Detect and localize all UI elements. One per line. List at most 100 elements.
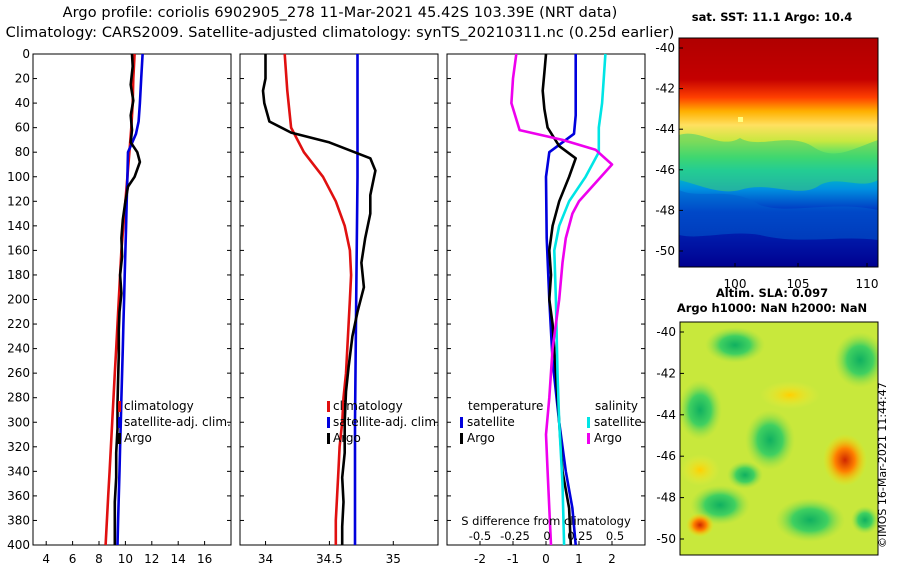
sla-map-title: Altim. SLA: 0.097: [715, 286, 829, 300]
xtick-label: 34.5: [316, 552, 343, 566]
sst-cold-band: [679, 190, 878, 240]
legend-swatch: [460, 433, 463, 444]
ytick-label: 100: [7, 170, 30, 184]
ytick-label: 40: [15, 96, 30, 110]
lat-tick-label: -48: [655, 203, 675, 217]
series-salinity-argo: [261, 54, 377, 545]
ytick-label: 300: [7, 415, 30, 429]
legend-label: satellite-adj. clim.: [333, 415, 440, 429]
lat-tick-label: -40: [655, 41, 675, 55]
legend-swatch: [327, 433, 330, 444]
legend-swatch: [587, 433, 590, 444]
xtick-label: 8: [95, 552, 103, 566]
legend-label: climatology: [124, 399, 194, 413]
lat-tick-label: -44: [655, 122, 675, 136]
xtick-label: 14: [171, 552, 186, 566]
ytick-label: 360: [7, 489, 30, 503]
lat-tick-label: -42: [656, 366, 676, 380]
legend-label: satellite: [594, 415, 642, 429]
ytick-label: 140: [7, 219, 30, 233]
legend-label: Argo: [594, 431, 622, 445]
profile-series: [104, 53, 614, 546]
legend-swatch: [587, 417, 590, 428]
legend-title-salinity: salinity: [595, 399, 638, 413]
lon-tick-label: 110: [856, 277, 879, 291]
ytick-label: 180: [7, 268, 30, 282]
secondary-xtick-label: 0.25: [567, 529, 593, 543]
legend-swatch: [118, 433, 121, 444]
xtick-label: 16: [197, 552, 212, 566]
secondary-xtick-label: 0: [543, 529, 550, 543]
series-difference-salinity-argo: [510, 53, 614, 546]
series-salinity-satellite-adj-clim-: [353, 54, 359, 545]
sst-map: -40 -42 -44 -46 -48 -50 100 105 110: [655, 37, 879, 291]
secondary-xtick-label: -0.5: [469, 529, 491, 543]
ytick-label: 280: [7, 391, 30, 405]
legend-label: satellite-adj. clim.: [124, 415, 231, 429]
xtick-label: 34: [258, 552, 273, 566]
ytick-label: 340: [7, 464, 30, 478]
lat-tick-label: -40: [656, 325, 676, 339]
legend-label: Argo: [467, 431, 495, 445]
xtick-label: -2: [474, 552, 486, 566]
figure-title-line-2: Climatology: CARS2009. Satellite-adjuste…: [5, 25, 675, 41]
lat-tick-label: -48: [656, 491, 676, 505]
lat-tick-label: -44: [656, 408, 676, 422]
legend-swatch: [118, 417, 121, 428]
xtick-label: -1: [507, 552, 519, 566]
panel-frame-difference: [446, 53, 646, 546]
xtick-label: 0: [542, 552, 550, 566]
argo-location-marker: [738, 117, 743, 122]
lat-tick-label: -46: [656, 449, 676, 463]
ytick-label: 260: [7, 366, 30, 380]
xtick-label: 6: [69, 552, 77, 566]
ytick-label: 0: [22, 47, 30, 61]
figure-title-line-1: Argo profile: coriolis 6902905_278 11-Ma…: [62, 5, 618, 21]
legend-title-temperature: temperature: [468, 399, 543, 413]
ytick-label: 200: [7, 293, 30, 307]
ytick-label: 160: [7, 243, 30, 257]
lat-tick-label: -50: [656, 532, 676, 546]
lat-tick-label: -42: [655, 82, 675, 96]
lon-tick-label: 100: [724, 277, 747, 291]
xtick-label: 2: [608, 552, 616, 566]
ytick-label: 60: [15, 121, 30, 135]
legend-label: climatology: [333, 399, 403, 413]
ytick-label: 380: [7, 513, 30, 527]
series-temperature-satellite-adj-clim-: [116, 53, 144, 546]
xtick-label: 10: [118, 552, 133, 566]
sla-map-subtitle: Argo h1000: NaN h2000: NaN: [676, 301, 868, 315]
sst-front-band: [679, 133, 878, 192]
ytick-label: 400: [7, 538, 30, 552]
series-temperature-argo: [113, 53, 142, 545]
series-salinity-climatology: [283, 53, 353, 545]
ytick-label: 240: [7, 342, 30, 356]
legend-swatch: [118, 401, 121, 412]
ytick-label: 320: [7, 440, 30, 454]
ytick-label: 220: [7, 317, 30, 331]
legend-label: Argo: [333, 431, 361, 445]
legend-swatch: [327, 417, 330, 428]
lon-tick-label: 105: [787, 277, 810, 291]
sst-map-frame: [678, 37, 879, 268]
sla-map: -40 -42 -44 -46 -48 -50: [656, 321, 879, 556]
ytick-label: 80: [15, 145, 30, 159]
secondary-xtick-label: -0.25: [500, 529, 530, 543]
sla-map-frame: [679, 321, 879, 556]
xtick-label: 4: [42, 552, 50, 566]
xtick-label: 1: [575, 552, 583, 566]
series-difference-salinity-satellite: [552, 53, 607, 546]
profile-legends: climatology satellite-adj. clim. Argo clima…: [118, 399, 642, 543]
profile-panels: 0204060801001201401601802002202402602803…: [7, 47, 646, 566]
ytick-label: 120: [7, 194, 30, 208]
lat-tick-label: -50: [655, 244, 675, 258]
lat-tick-label: -46: [655, 163, 675, 177]
xtick-label: 35: [386, 552, 401, 566]
xtick-label: 12: [144, 552, 159, 566]
sst-map-title: sat. SST: 11.1 Argo: 10.4: [691, 10, 853, 24]
legend-label: satellite: [467, 415, 515, 429]
legend-swatch: [327, 401, 330, 412]
secondary-xtick-label: 0.5: [606, 529, 624, 543]
legend-swatch: [460, 417, 463, 428]
ytick-label: 20: [15, 72, 30, 86]
